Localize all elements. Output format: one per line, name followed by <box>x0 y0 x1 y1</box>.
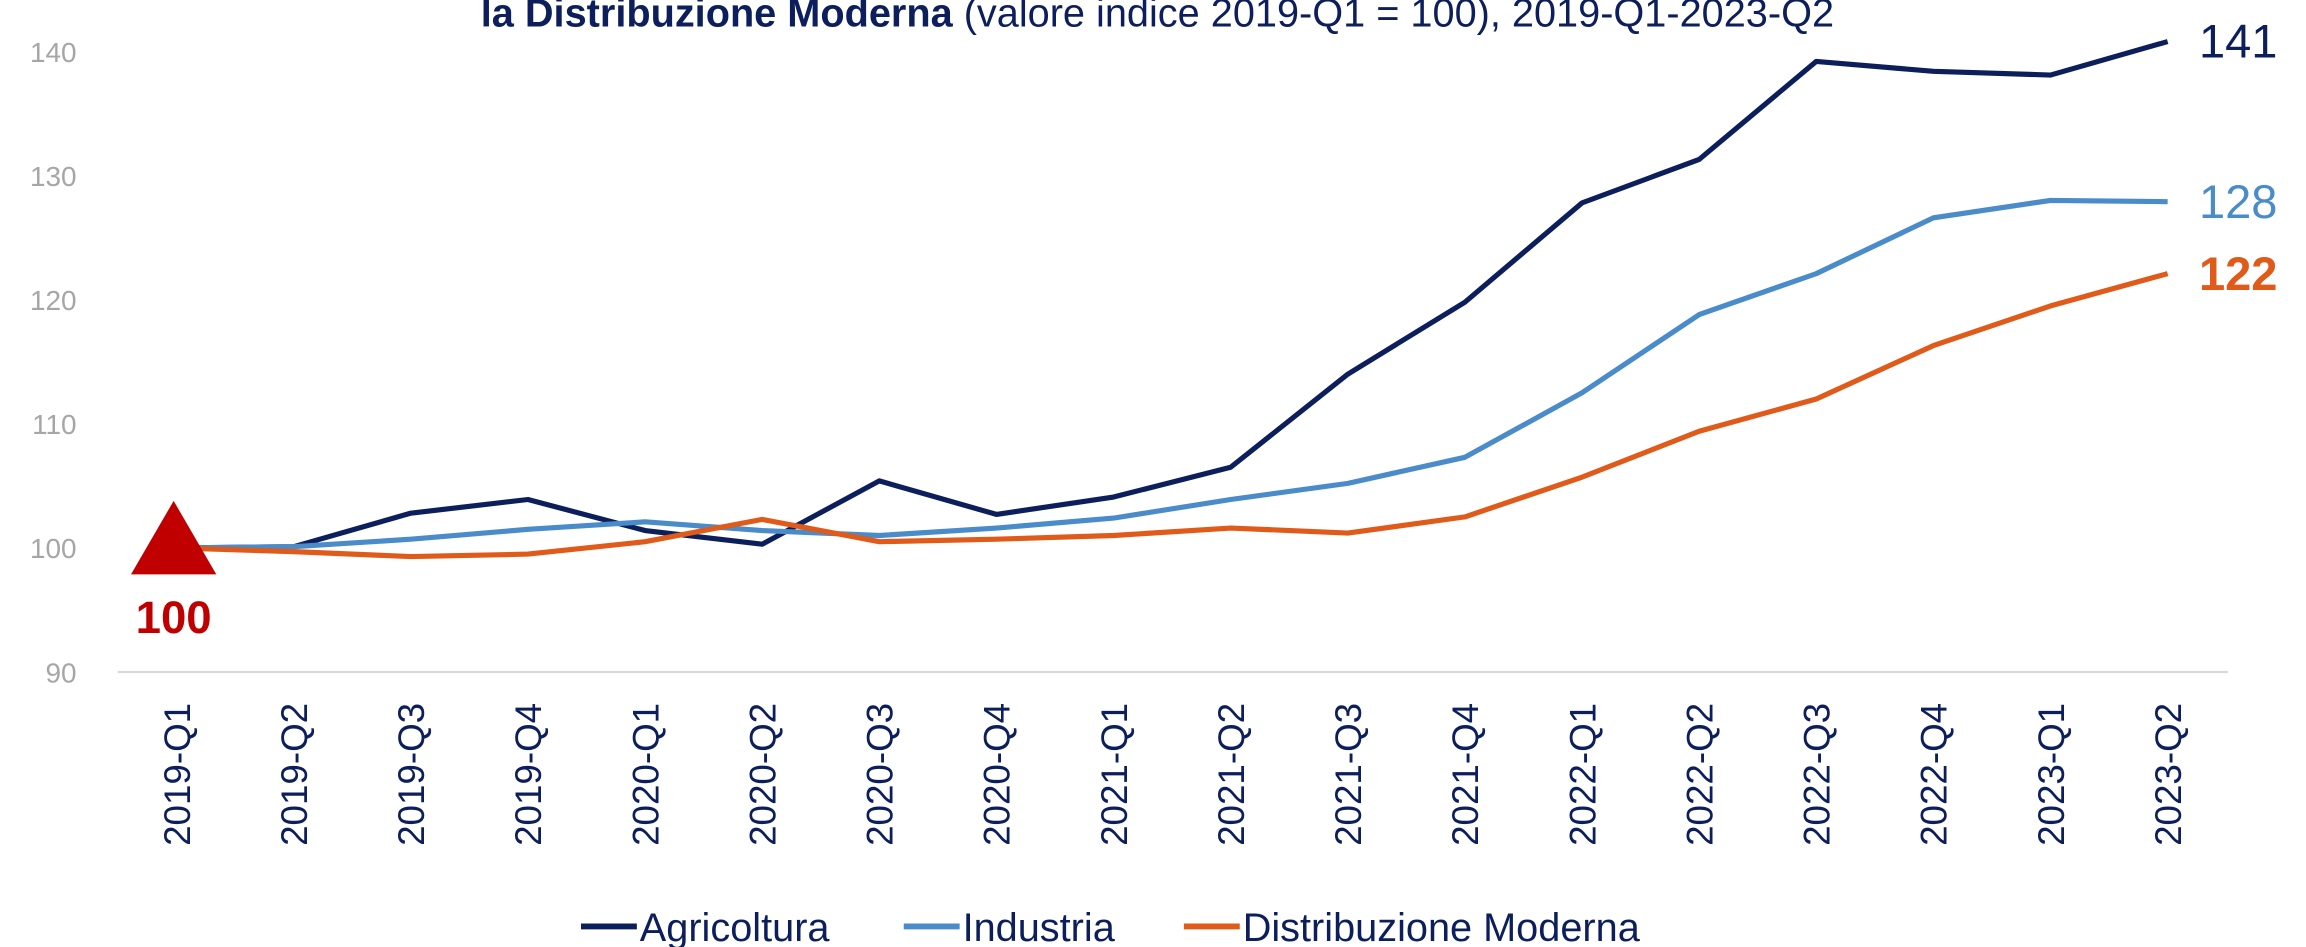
title-rest: (valore indice 2019-Q1 = 100), 2019-Q1-2… <box>953 0 1834 35</box>
y-tick-label: 130 <box>30 161 77 192</box>
legend-label: Agricoltura <box>640 906 831 947</box>
legend: Agricoltura Industria Distribuzione Modern… <box>581 906 1641 947</box>
x-tick-label: 2023-Q1 <box>2031 703 2072 846</box>
x-tick-label: 2021-Q4 <box>1445 703 1486 846</box>
legend-label: Distribuzione Moderna <box>1243 906 1641 947</box>
x-tick-label: 2020-Q2 <box>742 703 783 846</box>
legend-label: Industria <box>963 906 1116 947</box>
x-tick-label: 2019-Q4 <box>508 703 549 846</box>
x-tick-label: 2019-Q3 <box>391 703 432 846</box>
x-tick-label: 2022-Q3 <box>1797 703 1838 846</box>
end-value-label: 122 <box>2199 247 2278 300</box>
y-tick-label: 90 <box>46 657 77 688</box>
x-tick-label: 2021-Q2 <box>1211 703 1252 846</box>
chart: la Distribuzione Moderna (valore indice … <box>0 0 2306 947</box>
end-value-label: 141 <box>2199 15 2278 68</box>
series-line <box>177 274 2168 557</box>
page: {"chart_data": { "type": "line", "title"… <box>0 0 2306 947</box>
end-value-label: 128 <box>2199 175 2278 228</box>
y-tick-label: 110 <box>32 409 77 440</box>
x-tick-label: 2023-Q2 <box>2148 703 2189 846</box>
y-tick-label: 100 <box>30 533 77 564</box>
x-tick-label: 2020-Q3 <box>860 703 901 846</box>
x-tick-label: 2019-Q1 <box>157 703 198 846</box>
x-tick-label: 2022-Q2 <box>1679 703 1720 846</box>
x-tick-label: 2021-Q1 <box>1094 703 1135 846</box>
chart-title: la Distribuzione Moderna (valore indice … <box>481 0 1834 35</box>
x-tick-label: 2020-Q1 <box>625 703 666 846</box>
x-tick-label: 2022-Q1 <box>1562 703 1603 846</box>
start-label: 100 <box>136 592 212 643</box>
series-line <box>177 42 2168 548</box>
x-tick-label: 2019-Q2 <box>274 703 315 846</box>
x-tick-label: 2020-Q4 <box>977 703 1018 846</box>
start-marker <box>131 501 216 575</box>
y-tick-label: 140 <box>30 37 77 68</box>
title-bold: la Distribuzione Moderna <box>481 0 954 35</box>
x-tick-label: 2021-Q3 <box>1328 703 1369 846</box>
y-tick-label: 120 <box>30 285 77 316</box>
x-tick-label: 2022-Q4 <box>1914 703 1955 846</box>
